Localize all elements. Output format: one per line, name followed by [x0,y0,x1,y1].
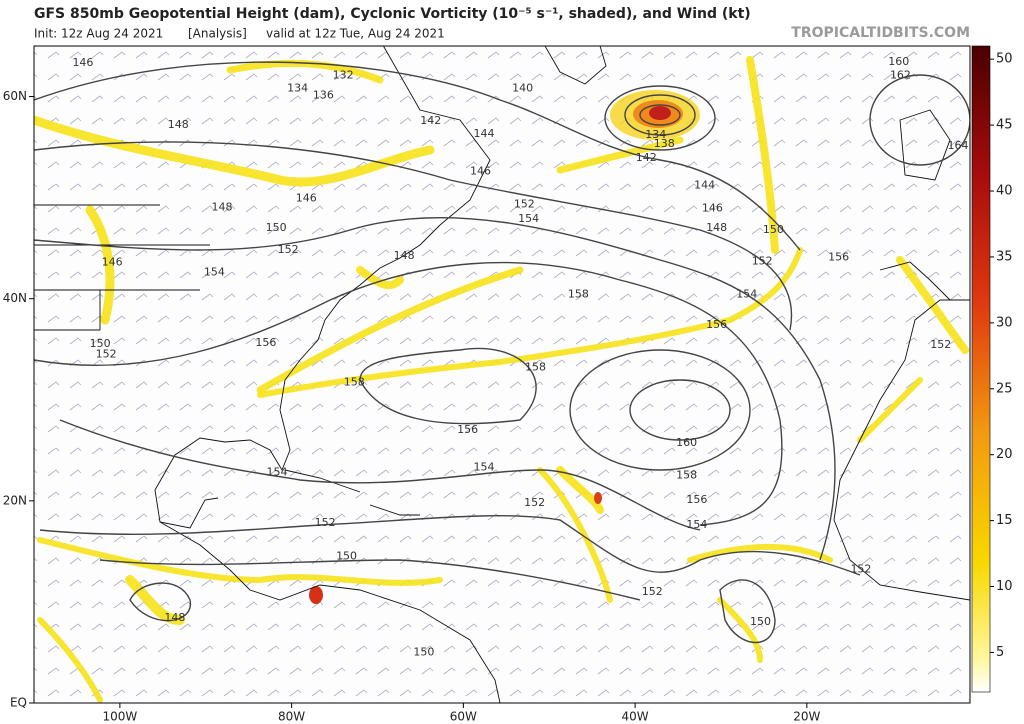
contour-label: 158 [525,360,546,373]
colorbar-tick-label: 25 [996,381,1013,396]
contour-label: 156 [457,423,478,436]
contour-label: 150 [336,549,357,562]
height-contours [34,61,970,644]
x-tick-label: 100W [102,710,137,724]
contour-label: 146 [470,164,491,177]
colorbar-tick-label: 35 [996,249,1013,264]
contour-label: 146 [102,255,123,268]
vorticity-shading [34,56,969,703]
contour-label: 150 [90,337,111,350]
x-tick-label: 80W [278,710,305,724]
contour-label: 146 [702,202,723,215]
contour-label: 152 [278,243,299,256]
contour-label: 152 [96,347,117,360]
contour-label: 156 [828,250,849,263]
map-area: 1461321341361401421441481461461481501521… [34,46,970,703]
contour-label: 152 [850,563,871,576]
contour-label: 150 [413,645,434,658]
contour-labels: 1461321341361401421441481461461481501521… [72,55,968,658]
contour-label: 146 [72,56,93,69]
contour-label: 144 [473,127,494,140]
contour-label: 152 [752,254,773,267]
y-tick-label: 20N [3,493,27,507]
contour-label: 148 [394,249,415,262]
x-tick-label: 20W [793,710,820,724]
contour-label: 132 [333,68,354,81]
map-frame [33,45,971,704]
colorbar-tick-label: 45 [996,118,1013,133]
contour-label: 164 [947,139,968,152]
contour-label: 150 [266,221,287,234]
contour-label: 148 [212,201,233,214]
contour-label: 144 [694,178,715,191]
y-tick-label: 60N [3,89,27,103]
colorbar-tick-label: 15 [996,513,1013,528]
colorbar-tick-label: 30 [996,315,1013,330]
contour-label: 156 [706,318,727,331]
colorbar-tick-label: 20 [996,447,1013,462]
y-tick-label: 40N [3,291,27,305]
colorbar-tick-label: 50 [996,52,1013,67]
colorbar-tick-label: 5 [996,645,1004,660]
contour-label: 160 [888,55,909,68]
contour-label: 134 [645,128,666,141]
x-tick-label: 40W [622,710,649,724]
contour-label: 150 [763,223,784,236]
colorbar [971,45,991,693]
contour-label: 154 [686,518,707,531]
contour-label: 162 [890,68,911,81]
contour-label: 154 [518,212,539,225]
contour-label: 148 [168,118,189,131]
contour-label: 152 [642,585,663,598]
wind-barbs [34,46,970,703]
contour-label: 154 [736,288,757,301]
contour-label: 134 [287,81,308,94]
contour-label: 152 [930,338,951,351]
contour-label: 146 [296,192,317,205]
contour-label: 142 [636,151,657,164]
contour-label: 152 [514,198,535,211]
contour-label: 150 [750,615,771,628]
coastlines [34,46,970,703]
contour-label: 154 [473,460,494,473]
contour-label: 158 [676,469,697,482]
colorbar-tick-label: 10 [996,579,1013,594]
contour-label: 152 [524,496,545,509]
title: GFS 850mb Geopotential Height (dam), Cyc… [34,6,751,22]
contour-label: 142 [420,114,441,127]
contour-label: 140 [512,81,533,94]
contour-label: 148 [706,221,727,234]
x-tick-label: 60W [450,710,477,724]
contour-label: 152 [315,516,336,529]
contour-label: 148 [164,611,185,624]
init-time: Init: 12z Aug 24 2021 [34,27,163,41]
contour-label: 156 [686,493,707,506]
colorbar-tick-label: 40 [996,184,1013,199]
run-type: [Analysis] [188,27,247,41]
axes: 100W 80W 60W 40W 20W EQ 20N 40N 60N 5 10 15 20 25 30 35… [3,52,1013,724]
contour-label: 138 [654,137,675,150]
contour-label: 158 [568,288,589,301]
contour-label: 160 [676,436,697,449]
contour-label: 158 [344,376,365,389]
contour-label: 154 [204,265,225,278]
contour-label: 154 [267,466,288,479]
y-tick-label: EQ [10,696,27,710]
watermark: TROPICALTIDBITS.COM [791,25,970,41]
contour-label: 136 [313,89,334,102]
contour-label: 156 [255,336,276,349]
valid-time: valid at 12z Tue, Aug 24 2021 [266,27,445,41]
